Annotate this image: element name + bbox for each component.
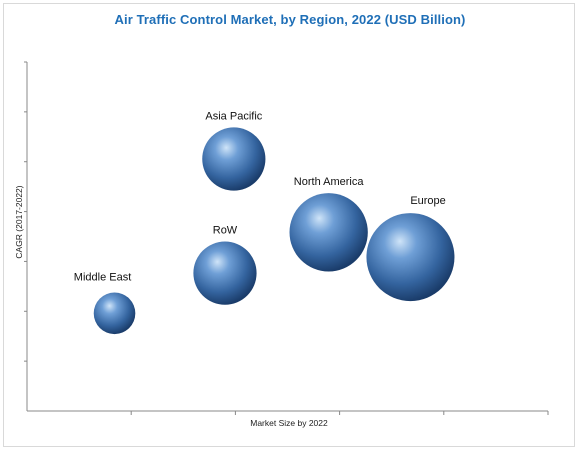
y-axis-title: CAGR (2017-2022)	[14, 185, 24, 258]
bubble-europe	[366, 213, 455, 302]
bubble-north-america	[289, 193, 368, 272]
bubble-label-europe: Europe	[410, 195, 445, 207]
bubble-labels: Asia Pacific North America Europe RoW Middle…	[74, 110, 446, 283]
chart-title: Air Traffic Control Market, by Region, 2…	[114, 12, 466, 27]
x-axis-title: Market Size by 2022	[250, 418, 328, 428]
axes	[26, 62, 548, 412]
bubbles	[93, 127, 455, 335]
bubble-asia-pacific	[202, 127, 266, 191]
bubble-label-north-america: North America	[294, 176, 365, 188]
bubble-label-row: RoW	[213, 225, 238, 237]
chart-frame	[3, 3, 575, 447]
bubble-middle-east	[93, 292, 136, 335]
bubble-row	[193, 241, 257, 305]
bubble-label-middle-east: Middle East	[74, 271, 131, 283]
ticks	[24, 61, 549, 415]
bubble-label-asia-pacific: Asia Pacific	[205, 110, 262, 122]
